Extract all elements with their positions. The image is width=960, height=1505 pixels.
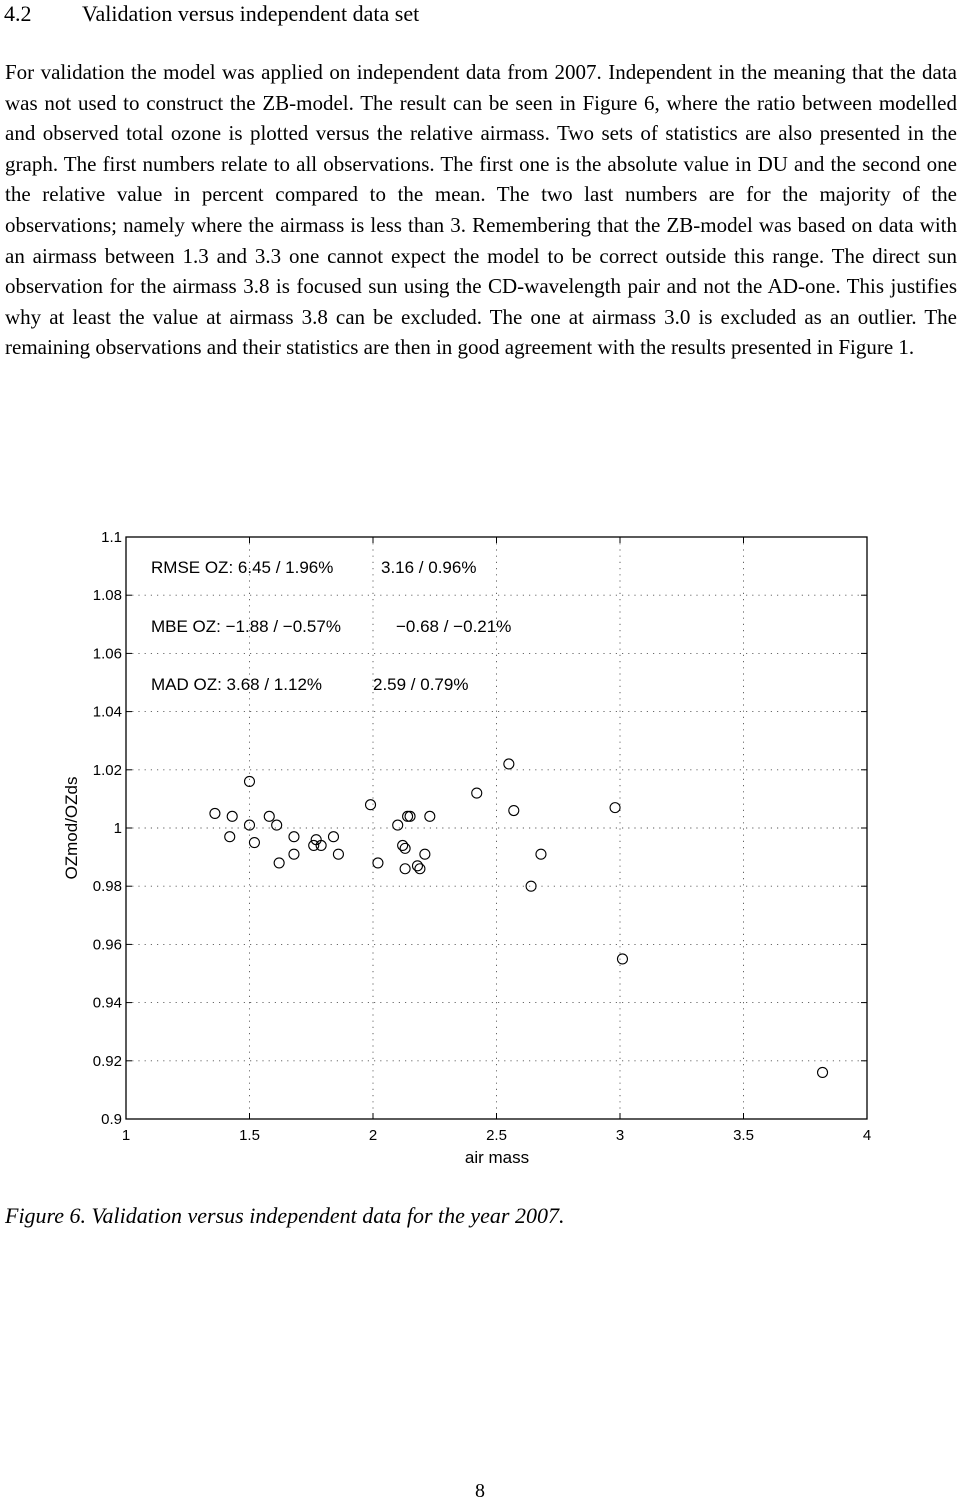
scatter-figure: 1 1.5 2 2.5 3 3.5 4 0.9 0.92 0.94 0.96 0.98 1 1.02 1.… bbox=[62, 529, 871, 1167]
data-point bbox=[315, 839, 327, 852]
page-number: 8 bbox=[475, 1480, 485, 1502]
y-tick-label: 1.08 bbox=[93, 587, 122, 604]
y-tick-label: 1.04 bbox=[93, 704, 122, 721]
data-point bbox=[248, 836, 260, 849]
mbe-subset-label: −0.68 / −0.21% bbox=[396, 617, 511, 636]
statistics-annotations: RMSE OZ: 6.45 / 1.96% 3.16 / 0.96% MBE O… bbox=[151, 558, 511, 694]
x-tick-label: 2.5 bbox=[486, 1127, 507, 1144]
data-point bbox=[397, 839, 409, 852]
data-point bbox=[616, 953, 629, 965]
x-tick-labels: 1 1.5 2 2.5 3 3.5 4 bbox=[122, 1127, 871, 1144]
data-points bbox=[209, 758, 829, 1078]
y-tick-label: 1.02 bbox=[93, 762, 122, 779]
data-point bbox=[288, 848, 300, 860]
mad-subset-label: 2.59 / 0.79% bbox=[373, 675, 468, 694]
y-tick-label: 0.98 bbox=[93, 878, 122, 895]
data-point bbox=[414, 863, 426, 875]
x-tick-label: 4 bbox=[863, 1127, 871, 1144]
data-point bbox=[209, 807, 221, 820]
data-point bbox=[399, 842, 411, 854]
y-axis-label: OZmod/OZds bbox=[62, 777, 81, 880]
data-point bbox=[372, 857, 384, 869]
data-point bbox=[308, 839, 320, 852]
y-tick-label: 1.1 bbox=[101, 529, 122, 546]
section-title: Validation versus independent data set bbox=[82, 1, 420, 26]
rmse-all-label: RMSE OZ: 6.45 / 1.96% bbox=[151, 558, 333, 577]
data-point bbox=[364, 799, 377, 811]
data-point bbox=[226, 810, 238, 822]
data-point bbox=[273, 857, 285, 869]
data-point bbox=[243, 775, 256, 787]
data-point bbox=[332, 848, 344, 860]
x-tick-label: 2 bbox=[369, 1127, 377, 1144]
data-point bbox=[471, 787, 483, 799]
figure-caption: Figure 6. Validation versus independent … bbox=[5, 1203, 565, 1228]
section-number: 4.2 bbox=[4, 1, 32, 26]
y-tick-label: 0.92 bbox=[93, 1053, 122, 1070]
data-point bbox=[404, 810, 416, 822]
data-point bbox=[399, 863, 411, 875]
x-axis-label: air mass bbox=[465, 1148, 529, 1167]
data-point bbox=[271, 819, 283, 831]
paragraph-text: For validation the model was applied on … bbox=[5, 60, 957, 360]
data-point bbox=[508, 804, 520, 817]
x-tick-label: 1.5 bbox=[239, 1127, 260, 1144]
x-tick-label: 1 bbox=[122, 1127, 130, 1144]
data-point bbox=[288, 831, 300, 843]
data-point bbox=[419, 848, 431, 860]
data-point bbox=[411, 860, 424, 872]
mad-all-label: MAD OZ: 3.68 / 1.12% bbox=[151, 675, 322, 694]
x-tick-label: 3.5 bbox=[733, 1127, 754, 1144]
data-point bbox=[816, 1066, 829, 1078]
data-point bbox=[243, 819, 256, 831]
data-point bbox=[402, 810, 414, 822]
rmse-subset-label: 3.16 / 0.96% bbox=[381, 558, 476, 577]
data-point bbox=[535, 848, 547, 860]
y-tick-label: 0.96 bbox=[93, 936, 122, 953]
data-point bbox=[224, 831, 236, 843]
axis-ticks bbox=[125, 536, 868, 1120]
data-point bbox=[525, 880, 537, 892]
data-point bbox=[327, 831, 340, 843]
x-tick-label: 3 bbox=[616, 1127, 624, 1144]
data-point bbox=[503, 758, 515, 770]
section-heading: 4.2 Validation versus independent data se… bbox=[4, 0, 419, 28]
data-point bbox=[263, 810, 275, 822]
y-tick-labels: 0.9 0.92 0.94 0.96 0.98 1 1.02 1.04 1.06 1.08 1.1 bbox=[93, 529, 122, 1128]
data-point bbox=[424, 810, 436, 822]
mbe-all-label: MBE OZ: −1.88 / −0.57% bbox=[151, 617, 341, 636]
data-point bbox=[392, 819, 404, 831]
body-paragraph: For validation the model was applied on … bbox=[5, 57, 957, 363]
y-tick-label: 0.9 bbox=[101, 1111, 122, 1128]
y-tick-label: 1.06 bbox=[93, 645, 122, 662]
y-tick-label: 1 bbox=[114, 820, 122, 837]
data-point bbox=[609, 802, 621, 814]
y-tick-label: 0.94 bbox=[93, 995, 122, 1012]
